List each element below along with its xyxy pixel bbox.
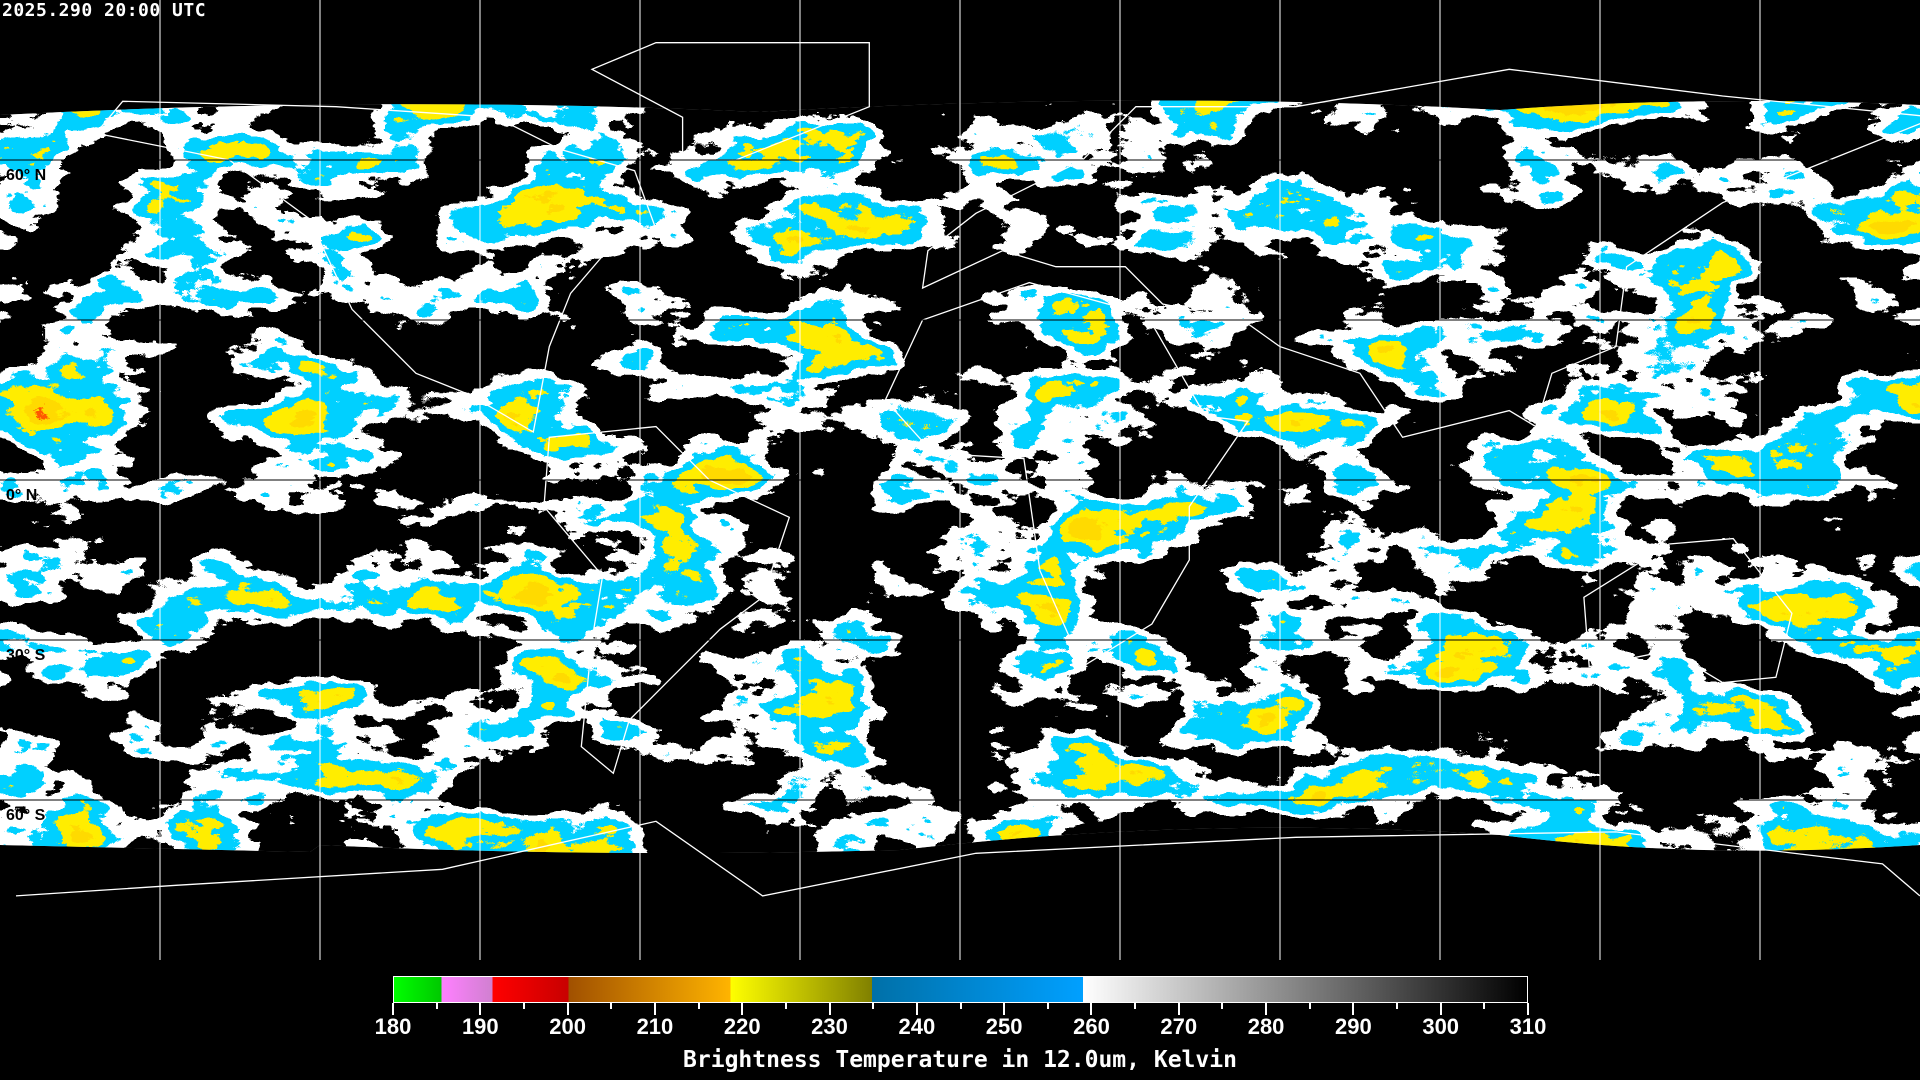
colorbar-tick [522, 1003, 525, 1009]
colorbar-tick [1177, 1003, 1180, 1015]
lat-label-0n: 0° N [6, 487, 38, 504]
timestamp: 2025.290 20:00 UTC [2, 0, 207, 21]
colorbar-tick-label: 260 [1073, 1014, 1110, 1039]
coastline-eurasia [921, 68, 1920, 439]
colorbar-tick [392, 1003, 394, 1015]
colorbar-tick [1221, 1003, 1224, 1009]
colorbar-tick [435, 1003, 438, 1009]
colorbar-tick [1527, 1003, 1529, 1015]
colorbar-tick [1265, 1003, 1268, 1015]
lat-label-60s: 60° S [6, 807, 46, 824]
colorbar-tick-label: 300 [1422, 1014, 1460, 1039]
colorbar-tick [1308, 1003, 1311, 1009]
colorbar-tick-label: 190 [461, 1014, 499, 1039]
colorbar-tick-label: 230 [811, 1014, 848, 1039]
colorbar-tick [741, 1003, 744, 1015]
colorbar-tick [959, 1003, 962, 1009]
colorbar-tick-label: 200 [549, 1014, 586, 1039]
colorbar-tick-label: 280 [1247, 1014, 1285, 1039]
colorbar-tick-label: 180 [374, 1014, 412, 1039]
colorbar-tick [1046, 1003, 1049, 1009]
colorbar-tick-label: 270 [1160, 1014, 1198, 1039]
coastlines [15, 42, 1920, 897]
lat-label-30s: 30° S [6, 647, 46, 664]
colorbar-tick [1439, 1003, 1442, 1015]
colorbar-tick [1352, 1003, 1355, 1015]
colorbar-tick [828, 1003, 831, 1015]
colorbar-tick-label: 220 [723, 1014, 761, 1039]
colorbar-tick [566, 1003, 569, 1015]
coastline-greenland [590, 42, 870, 161]
colorbar-tick-label: 250 [985, 1014, 1023, 1039]
lat-lon-grid [159, 0, 1761, 960]
colorbar-tick [653, 1003, 656, 1015]
lat-label-60n: 60° N [6, 167, 47, 184]
lat-label-30n: 30° N [6, 327, 47, 344]
colorbar-tick-label: 240 [898, 1014, 936, 1039]
coastline-south-america [543, 425, 791, 775]
coastline-australia [1583, 537, 1793, 684]
coastline-north-america [94, 100, 657, 434]
colorbar-tick-label: 290 [1335, 1014, 1372, 1039]
colorbar-tick [479, 1003, 482, 1015]
coastline-africa [884, 281, 1250, 668]
colorbar-tick [872, 1003, 875, 1009]
colorbar-tick [915, 1003, 918, 1015]
colorbar-tick [610, 1003, 613, 1009]
colorbar-tick-label: 210 [636, 1014, 674, 1039]
colorbar-tick [1090, 1003, 1093, 1015]
colorbar-tick [1483, 1003, 1486, 1009]
colorbar [393, 976, 1528, 1003]
colorbar-tick [1396, 1003, 1399, 1009]
colorbar-tick-label: 310 [1509, 1014, 1547, 1039]
colorbar-tick [1134, 1003, 1137, 1009]
colorbar-title: Brightness Temperature in 12.0um, Kelvin [683, 1047, 1237, 1073]
colorbar-tick [697, 1003, 700, 1009]
satellite-map [0, 0, 1920, 960]
colorbar-tick [1003, 1003, 1006, 1015]
coastline-antarctica [15, 820, 1920, 897]
colorbar-tick [784, 1003, 787, 1009]
